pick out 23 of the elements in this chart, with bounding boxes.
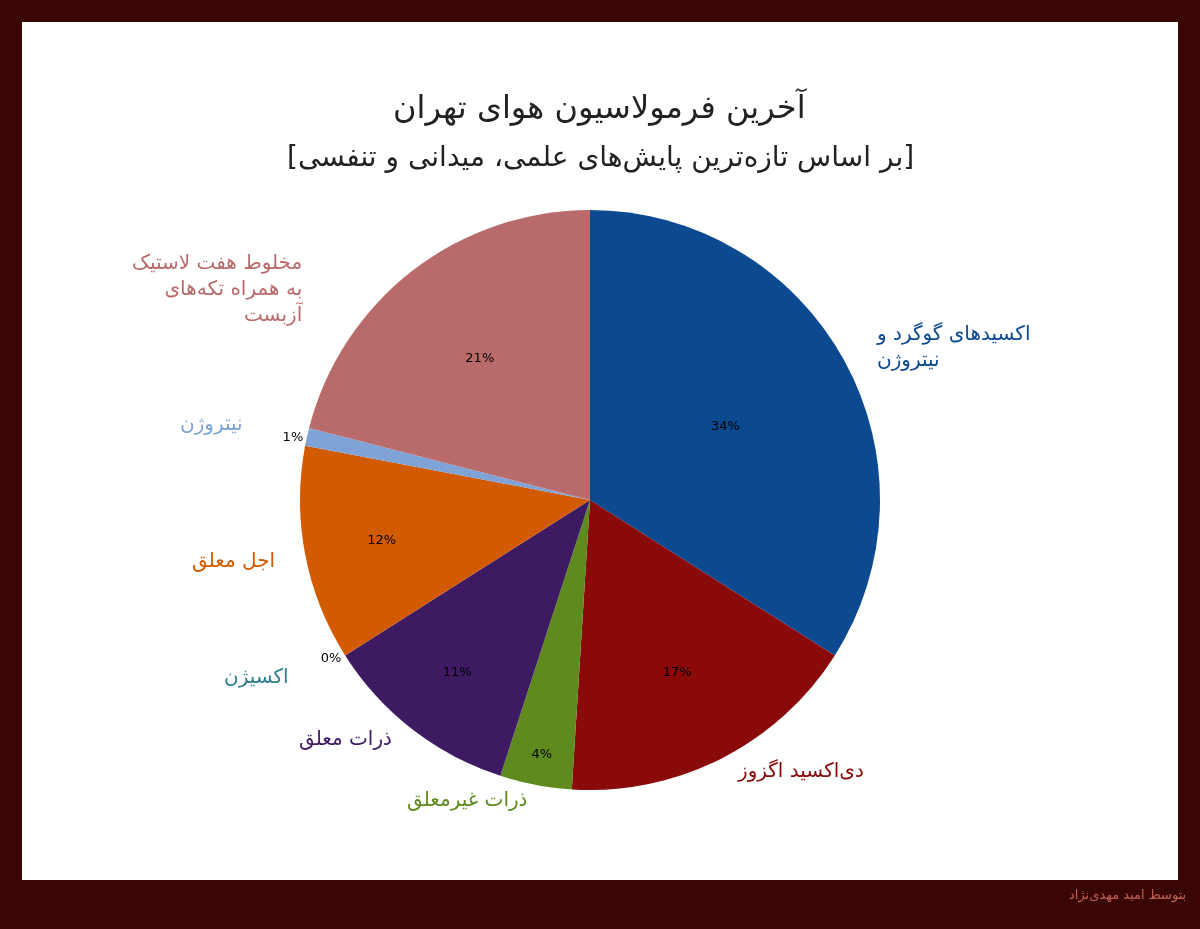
slice-label: مخلوط هفت لاستیک به همراه تکه‌های آزبست	[132, 250, 304, 326]
pie-slice	[305, 427, 590, 500]
slice-label: ذرات معلق	[299, 726, 392, 750]
pie-slice	[345, 500, 590, 776]
data-label: 34%	[710, 418, 740, 434]
text: بتوسط امید مهدی‌نژاد	[1069, 887, 1187, 903]
slice-label: ذرات غیرمعلق	[407, 787, 528, 811]
slice-label: اجل معلق	[192, 548, 276, 572]
text: 0%	[320, 650, 342, 666]
slice-label: دی‌اکسید اگزوز	[737, 758, 864, 782]
data-label: 4%	[531, 745, 553, 761]
data-label: 17%	[662, 663, 692, 679]
data-label: 11%	[442, 663, 472, 679]
category-label: اکسیژن	[224, 664, 289, 688]
slice-label: نیتروژن	[180, 411, 243, 435]
pie-slice	[309, 210, 590, 500]
data-label: 12%	[367, 532, 397, 548]
slice-label: اکسیدهای گوگرد و نیتروژن	[876, 321, 1031, 371]
chart-title: آخرین فرمولاسیون هوای تهران	[393, 87, 808, 126]
data-label: 1%	[282, 428, 304, 444]
pie-slice	[500, 500, 590, 790]
chart-subtitle: [بر اساس تازه‌ترین پایش‌های علمی، میدانی و تنفسی]	[287, 140, 915, 173]
data-label: 21%	[465, 350, 495, 366]
